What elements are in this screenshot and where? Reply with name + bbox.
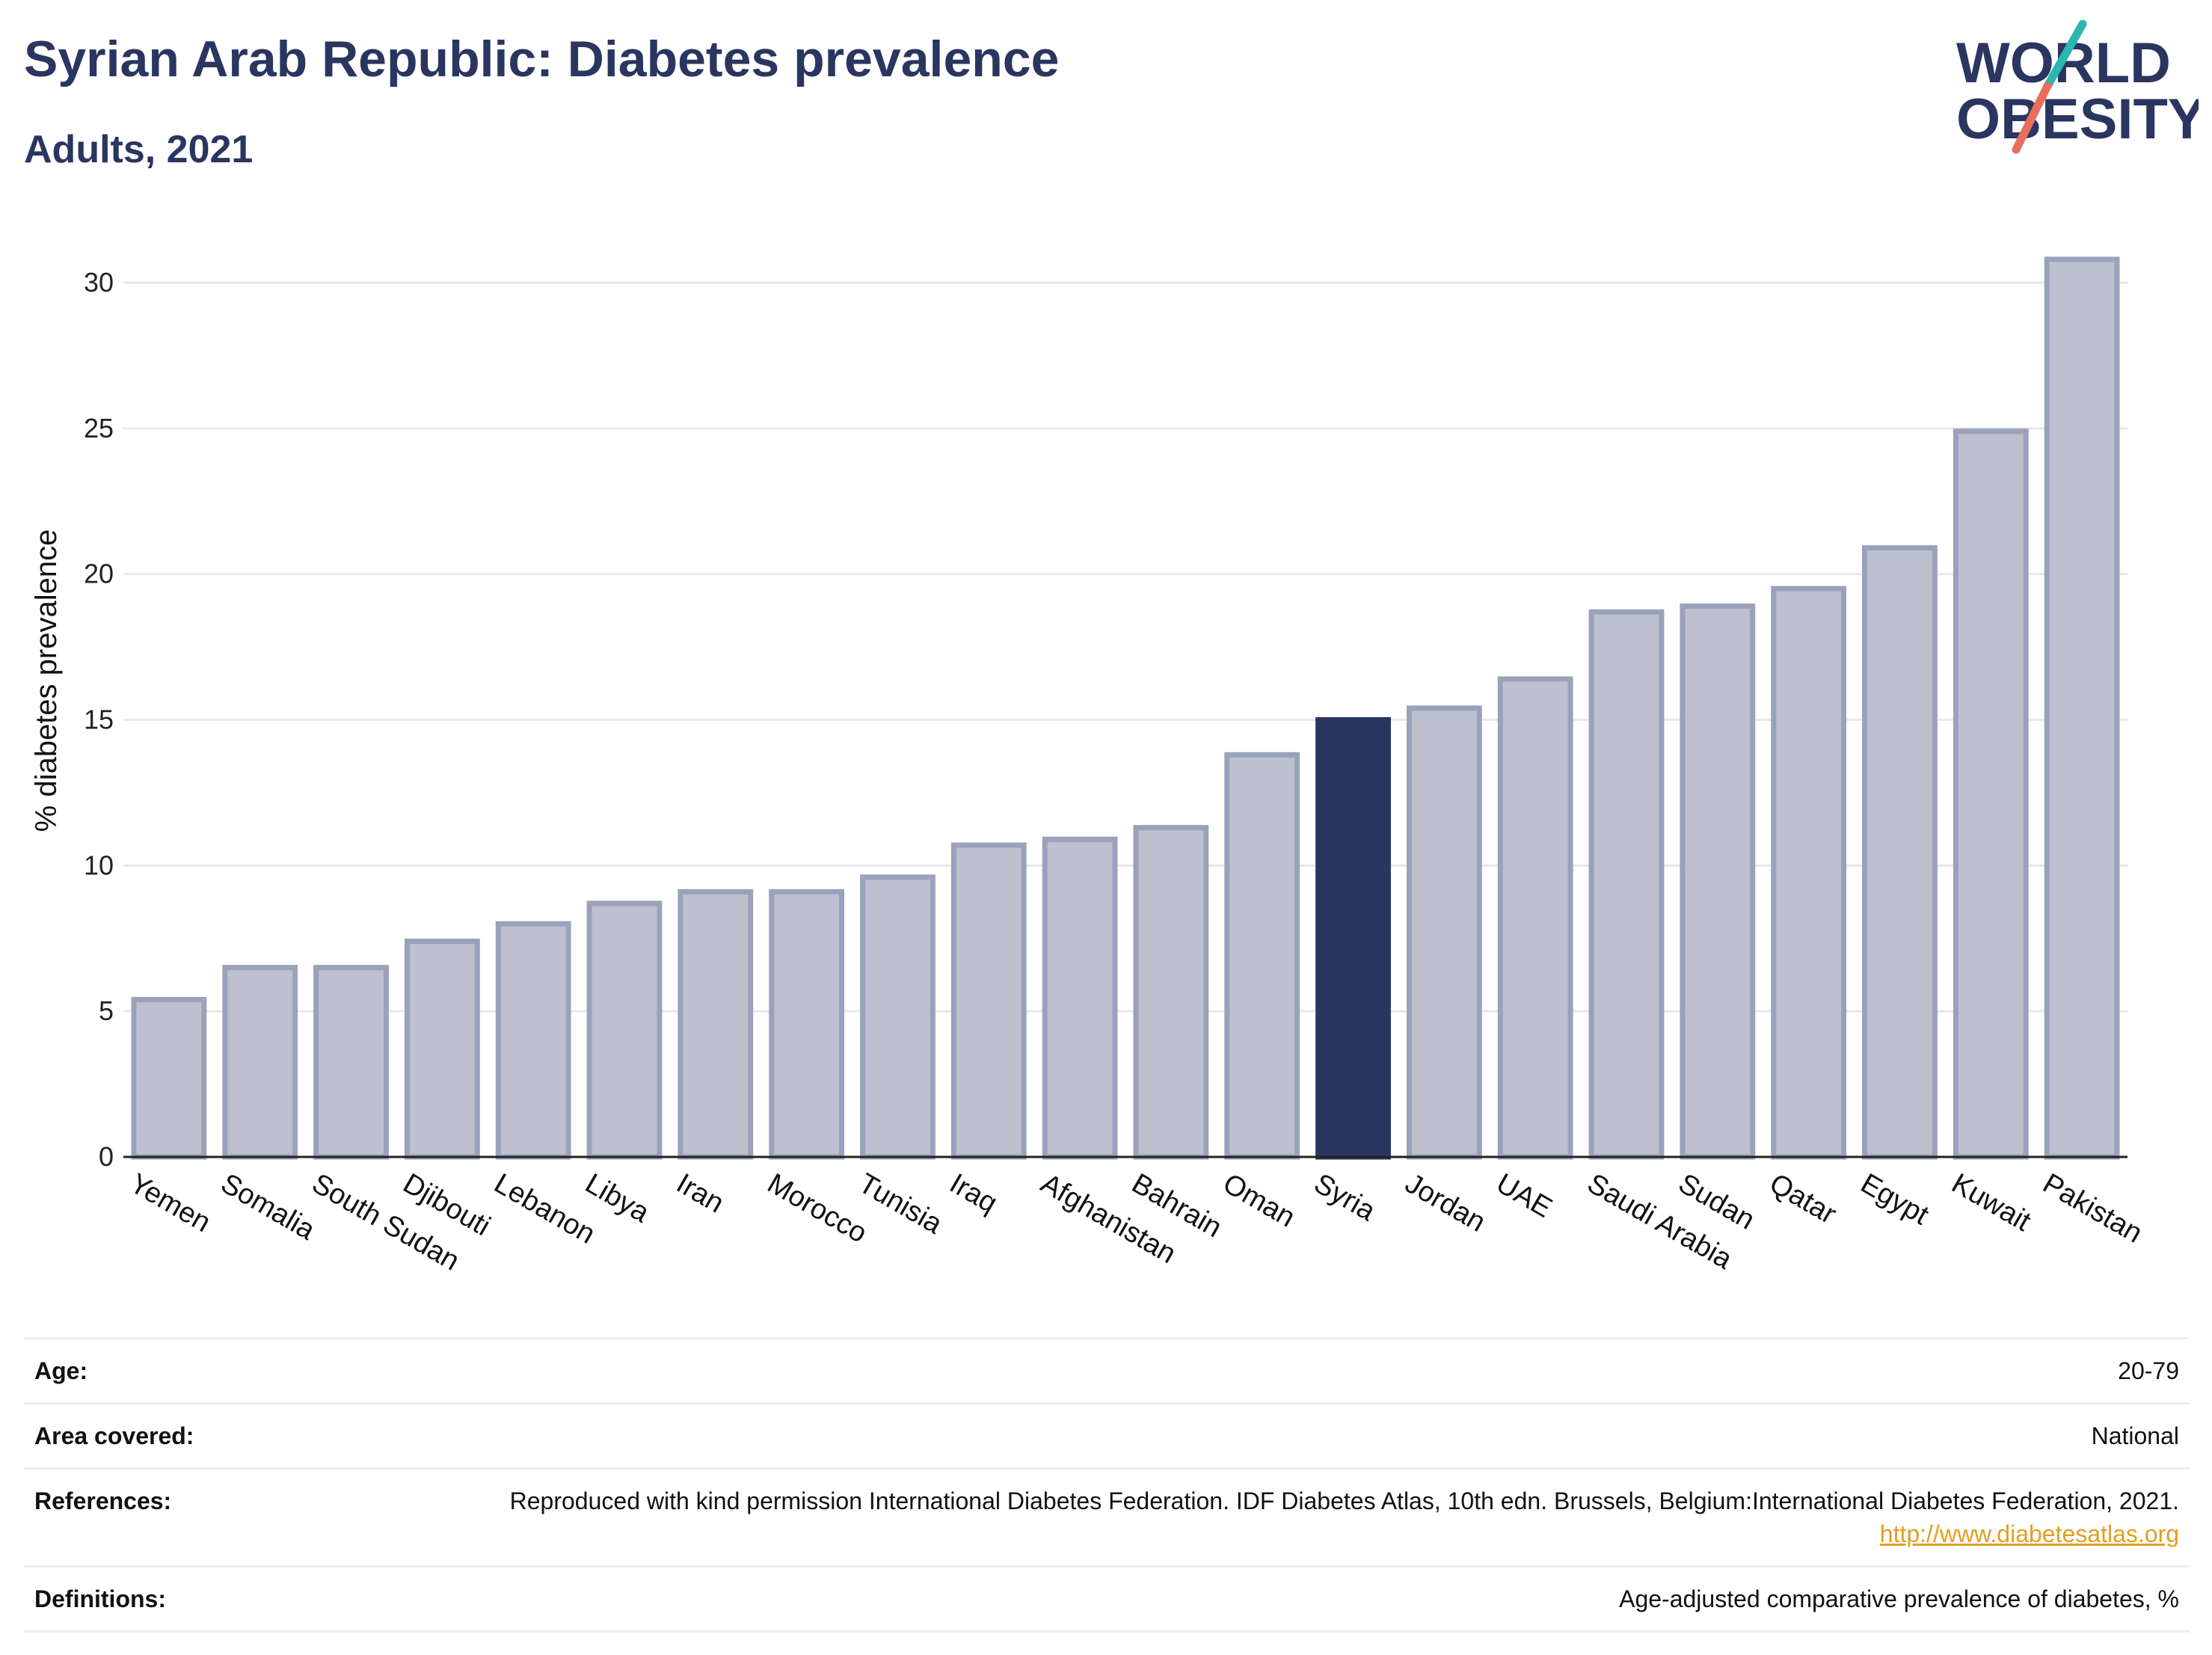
bar-djibouti xyxy=(404,939,480,1160)
bar-saudi-arabia xyxy=(1588,609,1665,1160)
meta-definitions-label: Definitions: xyxy=(24,1565,419,1633)
x-tick-label: UAE xyxy=(1491,1167,1558,1223)
x-tick-label: Yemen xyxy=(124,1167,215,1238)
bar-iraq xyxy=(950,842,1027,1160)
logo-line2: OBESITY xyxy=(1956,87,2199,151)
bar-tunisia xyxy=(860,874,936,1160)
chart-title: Syrian Arab Republic: Diabetes prevalenc… xyxy=(24,31,1060,87)
bar-morocco xyxy=(769,888,845,1160)
y-tick-label: 25 xyxy=(84,413,114,443)
bar-jordan xyxy=(1406,705,1482,1160)
x-tick-label: Somalia xyxy=(215,1167,321,1246)
y-tick-label: 5 xyxy=(99,995,114,1026)
bar-afghanistan xyxy=(1042,836,1118,1160)
bar-lebanon xyxy=(495,921,571,1160)
x-tick-label: Lebanon xyxy=(489,1167,600,1250)
bar-somalia xyxy=(222,965,298,1160)
world-obesity-logo: WORLD OBESITY xyxy=(1956,19,2199,154)
y-tick-label: 0 xyxy=(99,1141,114,1172)
x-tick-label: Morocco xyxy=(762,1167,872,1249)
chart-subtitle: Adults, 2021 xyxy=(24,128,254,171)
meta-references-value: Reproduced with kind permission Internat… xyxy=(419,1467,2190,1568)
bar-yemen xyxy=(131,997,207,1160)
bar-sudan xyxy=(1680,603,1756,1160)
y-tick-label: 20 xyxy=(84,559,114,589)
y-tick-label: 10 xyxy=(84,850,114,880)
x-tick-label: Iran xyxy=(671,1167,729,1219)
bar-kuwait xyxy=(1953,429,2029,1160)
logo-slash-coral xyxy=(2012,82,2052,154)
x-tick-label: Syria xyxy=(1309,1167,1381,1227)
meta-area-label: Area covered: xyxy=(24,1402,419,1470)
y-tick-labels: 0 5 10 15 20 25 30 xyxy=(84,267,114,1172)
meta-row-area: Area covered: National xyxy=(24,1402,2190,1470)
meta-age-value: 20-79 xyxy=(419,1337,2190,1404)
references-link[interactable]: http://www.diabetesatlas.org xyxy=(1879,1520,2179,1547)
bar-libya xyxy=(586,900,663,1160)
bar-bahrain xyxy=(1133,825,1209,1160)
bar-south-sudan xyxy=(313,965,389,1160)
bar-egypt xyxy=(1862,545,1938,1160)
bar-qatar xyxy=(1771,586,1847,1160)
meta-references-label: References: xyxy=(24,1467,419,1568)
y-axis-title: % diabetes prevalence xyxy=(30,529,63,832)
x-tick-label: Pakistan xyxy=(2038,1167,2148,1249)
bar-pakistan xyxy=(2044,257,2120,1160)
references-text: Reproduced with kind permission Internat… xyxy=(509,1487,2179,1514)
meta-row-age: Age: 20-79 xyxy=(24,1337,2190,1404)
bar-iran xyxy=(678,888,754,1160)
x-tick-label: Jordan xyxy=(1400,1167,1491,1238)
meta-row-references: References: Reproduced with kind permiss… xyxy=(24,1467,2190,1568)
meta-area-value: National xyxy=(419,1402,2190,1470)
x-tick-label: Oman xyxy=(1217,1167,1300,1233)
bar-uae xyxy=(1497,676,1573,1160)
meta-definitions-value: Age-adjusted comparative prevalence of d… xyxy=(419,1565,2190,1633)
bar-oman xyxy=(1224,752,1300,1160)
metadata-table: Age: 20-79 Area covered: National Refere… xyxy=(24,1337,2190,1633)
meta-age-label: Age: xyxy=(24,1337,419,1404)
y-tick-label: 15 xyxy=(84,704,114,734)
logo-slash-teal xyxy=(2043,19,2087,90)
x-tick-label: Qatar xyxy=(1764,1167,1842,1230)
meta-row-definitions: Definitions: Age-adjusted comparative pr… xyxy=(24,1565,2190,1633)
x-tick-label: Kuwait xyxy=(1947,1167,2036,1238)
bars xyxy=(131,257,2120,1160)
x-tick-label: Egypt xyxy=(1855,1167,1935,1231)
x-tick-label: Iraq xyxy=(944,1167,1003,1219)
bar-highlight-syria xyxy=(1315,716,1391,1160)
y-tick-label: 30 xyxy=(84,267,114,298)
